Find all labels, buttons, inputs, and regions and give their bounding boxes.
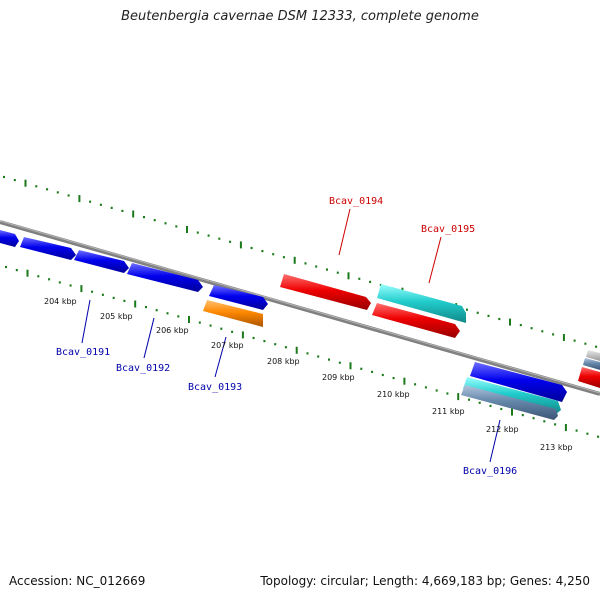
gene-arrow-cyan-bcav0195[interactable]: [377, 284, 466, 323]
gene-arrow-steel-bcav0196[interactable]: [461, 385, 558, 420]
gene-label-bcav0193[interactable]: Bcav_0193: [188, 382, 242, 393]
gene-arrow-blue-6[interactable]: [470, 362, 567, 402]
tick-label: 209 kbp: [322, 373, 355, 382]
gene-arrow-blue-2[interactable]: [20, 237, 76, 260]
gene-label-bcav0192[interactable]: Bcav_0192: [116, 363, 170, 374]
gene-arrow-red-bcav0194[interactable]: [280, 274, 371, 310]
tick-label: 208 kbp: [267, 357, 300, 366]
accession-text: Accession: NC_012669: [9, 574, 146, 588]
tick-label: 207 kbp: [211, 341, 244, 350]
leader-line-bcav0193: [214, 336, 227, 378]
tick-label: 212 kbp: [486, 425, 519, 434]
tick-label: 210 kbp: [377, 390, 410, 399]
backbone-highlight: [0, 220, 600, 394]
gene-arrow-blue-4-bcav0192[interactable]: [127, 263, 203, 292]
gene-arrow-orange-bcav0193[interactable]: [203, 300, 263, 327]
gene-arrow-blue-5-bcav0193[interactable]: [209, 285, 268, 310]
gene-label-bcav0194[interactable]: Bcav_0194: [329, 196, 383, 207]
lower-dotted-track: [5, 265, 600, 438]
tick-label: 211 kbp: [432, 407, 465, 416]
tick-label: 213 kbp: [540, 443, 573, 452]
leader-line-bcav0195: [428, 236, 442, 284]
gene-label-bcav0196[interactable]: Bcav_0196: [463, 466, 517, 477]
gene-arrow-steel-edge[interactable]: [583, 358, 600, 370]
gene-arrow-red-edge[interactable]: [578, 367, 600, 388]
gene-label-bcav0195[interactable]: Bcav_0195: [421, 224, 475, 235]
tick-label: 205 kbp: [100, 312, 133, 321]
genome-summary-text: Topology: circular; Length: 4,669,183 bp…: [260, 574, 590, 588]
genome-title: Beutenbergia cavernae DSM 12333, complet…: [121, 9, 479, 24]
leader-line-bcav0194: [338, 208, 351, 256]
gene-arrow-grey-edge[interactable]: [586, 350, 600, 361]
gene-arrow-blue-3-bcav0191[interactable]: [74, 250, 129, 273]
backbone-line: [0, 220, 600, 396]
tick-label: 204 kbp: [44, 297, 77, 306]
gene-arrow-blue-1[interactable]: [0, 230, 19, 247]
gene-arrow-red-2[interactable]: [372, 303, 460, 338]
leader-line-bcav0191: [81, 299, 91, 344]
leader-line-bcav0192: [143, 317, 155, 359]
gene-label-bcav0191[interactable]: Bcav_0191: [56, 347, 110, 358]
leader-line-bcav0196: [489, 419, 501, 463]
tick-label: 206 kbp: [156, 326, 189, 335]
